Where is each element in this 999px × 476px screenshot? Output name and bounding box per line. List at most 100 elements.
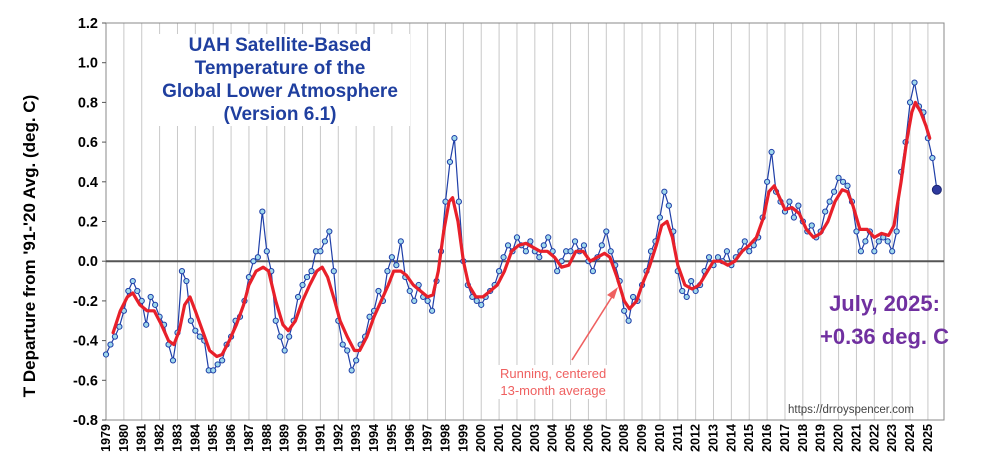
monthly-point: [857, 248, 865, 255]
x-tick-1988: 1988: [260, 424, 274, 452]
x-tick-2009: 2009: [635, 424, 649, 452]
monthly-point: [598, 242, 605, 249]
y-tick-0.4: 0.4: [78, 175, 98, 191]
monthly-point: [366, 313, 373, 320]
monthly-point: [178, 268, 186, 275]
x-tick-2005: 2005: [564, 424, 578, 452]
annotation-arrow: [571, 287, 618, 361]
y-tick--0.8: -0.8: [73, 413, 98, 429]
annotation-line-1: Running, centered: [500, 366, 607, 381]
x-tick-2006: 2006: [581, 424, 595, 452]
x-tick-2025: 2025: [921, 424, 935, 452]
monthly-point: [527, 238, 534, 245]
monthly-point: [929, 154, 936, 162]
title-line-1: UAH Satellite-Based: [188, 35, 372, 56]
monthly-point: [393, 262, 400, 269]
monthly-point: [630, 293, 637, 301]
monthly-point: [826, 198, 833, 205]
y-tick-labels: 1.2 1.0 0.8 0.6 0.4 0.2 0.0 -0.2 -0.4 -0.6 -0.8: [73, 16, 98, 429]
monthly-point: [330, 268, 337, 275]
monthly-point: [911, 79, 918, 86]
monthly-point: [790, 214, 798, 221]
monthly-point: [768, 148, 775, 156]
monthly-point: [134, 287, 141, 295]
monthly-point: [871, 248, 878, 255]
monthly-point: [344, 347, 351, 354]
monthly-point: [795, 202, 802, 209]
monthly-point: [746, 248, 753, 255]
y-tick--0.4: -0.4: [73, 334, 98, 350]
x-tick-2008: 2008: [617, 424, 631, 452]
monthly-point: [317, 248, 324, 255]
latest-value-callout: July, 2025: +0.36 deg. C: [820, 287, 949, 353]
running-average-annotation: Running, centered 13-month average: [498, 365, 609, 399]
x-tick-2017: 2017: [778, 424, 792, 452]
monthly-point: [286, 333, 293, 340]
monthly-point: [665, 202, 672, 209]
title-line-3: Global Lower Atmosphere: [162, 81, 398, 102]
running-average-line: [111, 100, 932, 359]
monthly-point: [169, 357, 177, 364]
x-tick-1991: 1991: [313, 424, 327, 452]
monthly-point: [835, 174, 842, 181]
monthly-point: [384, 268, 391, 275]
monthly-point: [683, 293, 690, 301]
x-tick-1993: 1993: [349, 424, 363, 452]
x-tick-1997: 1997: [421, 424, 435, 452]
monthly-point: [147, 293, 154, 301]
monthly-point: [455, 198, 462, 205]
x-tick-1984: 1984: [188, 424, 202, 452]
x-tick-2012: 2012: [689, 424, 703, 452]
monthly-point: [723, 248, 731, 255]
x-tick-1985: 1985: [206, 424, 220, 452]
monthly-point: [107, 341, 114, 348]
monthly-point: [183, 277, 190, 285]
monthly-point: [862, 238, 869, 245]
monthly-point: [545, 234, 552, 241]
title-line-4: (Version 6.1): [223, 104, 337, 125]
chart-title: UAH Satellite-Based Temperature of the G…: [150, 34, 410, 126]
x-tick-1992: 1992: [331, 424, 345, 452]
monthly-point: [254, 254, 261, 261]
monthly-point: [111, 333, 119, 340]
monthly-point: [741, 238, 748, 245]
credit-url: https://drroyspencer.com: [788, 404, 914, 416]
x-tick-1980: 1980: [117, 424, 131, 452]
y-tick-0.6: 0.6: [78, 135, 98, 151]
monthly-point: [388, 254, 395, 261]
monthly-point: [808, 222, 815, 229]
monthly-point: [129, 277, 136, 285]
monthly-point: [621, 307, 628, 314]
x-tick-2004: 2004: [546, 424, 560, 452]
monthly-point: [277, 333, 284, 340]
monthly-point: [844, 182, 851, 189]
monthly-point: [428, 307, 436, 314]
monthly-point: [219, 357, 226, 364]
monthly-point: [831, 188, 838, 195]
monthly-point: [500, 254, 507, 261]
monthly-point: [571, 238, 579, 245]
x-tick-1998: 1998: [438, 424, 452, 452]
monthly-point: [513, 234, 521, 241]
x-tick-2021: 2021: [849, 424, 863, 452]
monthly-point: [656, 214, 664, 221]
monthly-point: [567, 248, 574, 255]
monthly-point: [303, 273, 311, 281]
monthly-point: [125, 287, 132, 295]
y-tick-0.0: 0.0: [78, 254, 98, 270]
x-tick-2015: 2015: [742, 424, 756, 452]
y-tick--0.6: -0.6: [73, 373, 98, 389]
x-tick-2013: 2013: [707, 424, 721, 452]
monthly-point: [411, 297, 418, 304]
y-tick-1.0: 1.0: [78, 56, 98, 72]
callout-date: July, 2025:: [829, 291, 940, 316]
monthly-point: [889, 248, 896, 255]
monthly-point: [299, 281, 306, 289]
x-tick-1986: 1986: [224, 424, 238, 452]
monthly-point: [263, 248, 270, 255]
callout-value: +0.36 deg. C: [820, 324, 950, 349]
running-average-series: [111, 100, 942, 359]
monthly-point: [446, 158, 454, 166]
monthly-point: [714, 254, 722, 261]
